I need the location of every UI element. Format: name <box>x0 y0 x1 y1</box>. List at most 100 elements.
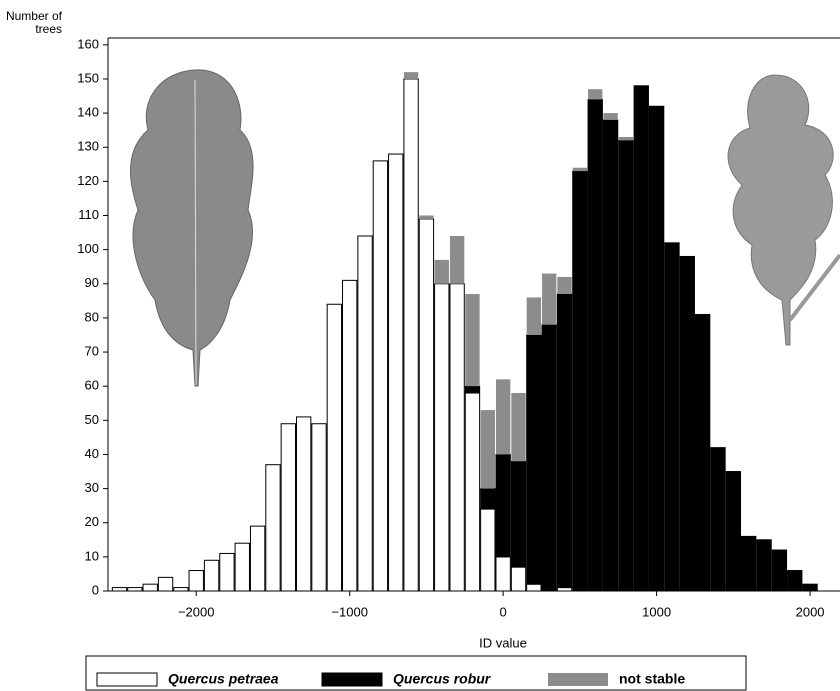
bar <box>127 587 143 592</box>
y-tick-label: 40 <box>85 446 99 461</box>
bar <box>618 139 634 592</box>
bar <box>603 113 618 120</box>
bar <box>173 587 189 592</box>
legend-swatch <box>548 673 608 686</box>
bar <box>388 153 404 592</box>
bar <box>342 279 358 592</box>
bar <box>725 471 742 592</box>
bar <box>465 294 480 387</box>
bar <box>280 423 296 592</box>
y-tick-label: 80 <box>85 309 99 324</box>
x-tick-label: 1000 <box>642 604 671 619</box>
bar <box>419 215 434 219</box>
y-tick-label: 60 <box>85 378 99 393</box>
bar <box>311 423 327 592</box>
bar <box>219 552 235 592</box>
bar <box>542 273 557 325</box>
bar <box>541 324 557 592</box>
bar <box>618 136 634 141</box>
bar <box>495 453 511 558</box>
bar <box>526 583 542 592</box>
bar <box>203 559 220 592</box>
x-tick-label: −2000 <box>178 604 215 619</box>
bar <box>587 98 603 592</box>
bar <box>157 576 174 592</box>
bar <box>526 297 542 335</box>
bar <box>372 160 389 592</box>
y-axis-title: Number of trees <box>5 9 62 36</box>
bar <box>511 393 526 462</box>
bar <box>557 276 572 295</box>
y-tick-label: 140 <box>77 105 99 120</box>
y-tick-label: 150 <box>77 70 99 85</box>
bar <box>756 539 772 592</box>
legend-label: not stable <box>619 671 685 687</box>
bar <box>326 303 343 592</box>
bar <box>510 566 527 592</box>
legend-label: Quercus robur <box>393 671 492 687</box>
bar <box>418 218 435 592</box>
y-tick-label: 100 <box>77 241 99 256</box>
bar <box>464 385 481 394</box>
bar <box>403 78 419 592</box>
bar <box>480 488 496 510</box>
bar <box>480 508 496 592</box>
y-tick-label: 120 <box>77 173 99 188</box>
bar <box>526 334 542 585</box>
bar <box>572 167 588 172</box>
bar <box>648 105 665 592</box>
bar <box>588 89 603 100</box>
x-axis-title: ID value <box>479 635 527 650</box>
y-tick-label: 20 <box>85 514 99 529</box>
y-tick-label: 50 <box>85 412 99 427</box>
y-tick-label: 110 <box>78 207 99 222</box>
bar <box>633 85 649 592</box>
x-tick-label: −1000 <box>331 604 368 619</box>
bar <box>556 587 573 592</box>
y-tick-label: 160 <box>77 36 99 51</box>
bar <box>480 410 495 489</box>
bar <box>142 583 158 592</box>
leaf-right <box>727 74 840 346</box>
bar <box>664 242 680 592</box>
legend-swatch <box>96 672 158 687</box>
bar <box>694 314 711 592</box>
bar <box>464 392 481 592</box>
bar <box>556 293 573 589</box>
bar <box>265 464 281 592</box>
bar <box>434 259 449 284</box>
x-tick-label: 0 <box>500 604 507 619</box>
bar <box>771 549 788 592</box>
legend-swatch <box>321 672 383 687</box>
y-tick-label: 90 <box>85 275 99 290</box>
y-tick-label: 70 <box>85 343 99 358</box>
bar <box>188 570 204 592</box>
bar <box>403 72 419 79</box>
y-tick-label: 0 <box>92 582 99 597</box>
bar <box>495 556 511 592</box>
bar <box>710 447 726 592</box>
bar <box>434 283 450 592</box>
bar <box>357 235 373 592</box>
bar <box>234 542 250 592</box>
leaf-left <box>130 69 254 387</box>
y-tick-label: 30 <box>85 480 99 495</box>
legend-box <box>85 655 747 691</box>
y-tick-label: 130 <box>77 139 99 154</box>
bar <box>510 460 527 568</box>
bar <box>741 535 757 592</box>
bar <box>495 379 511 455</box>
y-tick-label: 10 <box>85 548 99 563</box>
bar <box>295 416 312 592</box>
legend-label: Quercus petraea <box>168 671 279 687</box>
bar <box>111 587 128 592</box>
bar <box>449 283 465 592</box>
bar <box>787 570 803 592</box>
bar <box>679 255 695 592</box>
bar <box>802 583 818 592</box>
bar <box>572 170 588 592</box>
bar <box>602 119 619 592</box>
bar <box>449 235 465 284</box>
